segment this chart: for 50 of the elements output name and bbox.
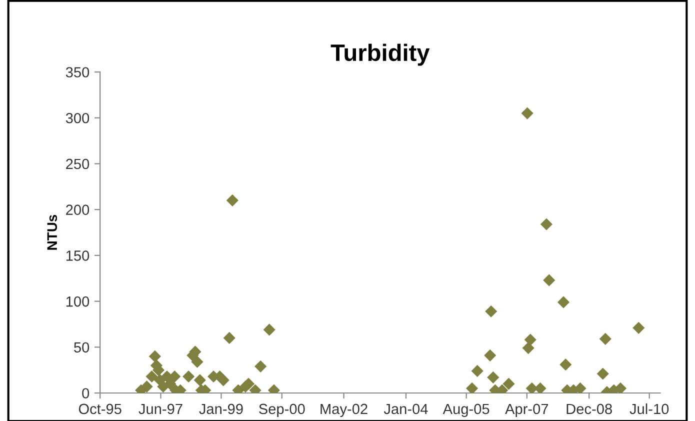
x-tick-label: Aug-05 (442, 404, 490, 418)
y-tick-label: 150 (66, 250, 90, 261)
x-tick-label: Jun-97 (138, 404, 182, 414)
point (254, 360, 267, 372)
point (466, 382, 478, 394)
point (502, 378, 515, 390)
point (596, 368, 609, 380)
x-tick-label: Jul-10 (630, 403, 669, 414)
y-tick-label: 250 (66, 158, 90, 170)
x-tick-label: Apr-07 (505, 404, 548, 418)
point (599, 332, 612, 345)
x-tick-label: Jan-99 (199, 404, 243, 414)
y-tick-label: 0 (82, 388, 90, 398)
point (263, 324, 276, 336)
point (522, 342, 534, 354)
point (140, 380, 153, 393)
point (164, 378, 176, 390)
x-tick-label: Jan-04 (384, 404, 428, 414)
point (226, 194, 238, 206)
x-tick-label: Sep-00 (259, 404, 305, 418)
y-tick-label: 100 (66, 296, 90, 307)
y-tick-label: 300 (66, 112, 90, 124)
point (487, 371, 500, 384)
point (146, 370, 158, 383)
point (557, 296, 570, 308)
point (182, 370, 195, 383)
x-tick-label: Dec-08 (566, 404, 612, 414)
point (148, 350, 161, 362)
y-tick-label: 50 (74, 342, 90, 353)
point (217, 374, 230, 386)
y-tick-label: 200 (66, 204, 90, 215)
point (524, 334, 536, 346)
point (485, 305, 498, 318)
y-tick-label: 350 (66, 67, 90, 78)
point (484, 349, 496, 362)
point (521, 107, 534, 120)
point (540, 218, 553, 230)
point (560, 358, 572, 371)
x-tick-label: Oct-95 (78, 404, 122, 414)
point (191, 356, 204, 368)
point (543, 274, 556, 286)
chart-title: Turbidity (330, 44, 430, 66)
y-axis-title: NTUs (47, 214, 58, 250)
point (526, 382, 538, 394)
point (194, 374, 206, 386)
point (632, 322, 645, 334)
point (223, 332, 236, 344)
point (471, 364, 484, 378)
point (574, 382, 586, 394)
x-tick-label: May-02 (320, 404, 368, 418)
